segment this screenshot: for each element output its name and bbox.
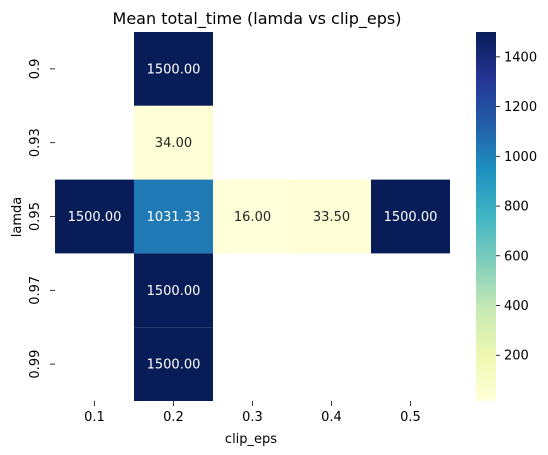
- colorbar-tick-label: 1200: [504, 100, 537, 115]
- x-tick-label: 0.2: [163, 410, 184, 425]
- heatmap-cell: [134, 32, 213, 106]
- x-tick-label: 0.5: [400, 410, 421, 425]
- colorbar-tick-label: 600: [504, 249, 529, 264]
- heatmap-cell: [371, 179, 450, 254]
- heatmap-cell: [55, 179, 134, 254]
- cell-value-label: 1500.00: [384, 210, 438, 225]
- x-axis-label: clip_eps: [225, 432, 277, 447]
- heatmap-cell: [134, 179, 213, 254]
- cell-value-label: 1031.33: [147, 210, 201, 225]
- colorbar-tick-label: 800: [504, 200, 529, 215]
- colorbar-ticks: 200 400 600 800 1000 1200 1400: [496, 50, 537, 364]
- y-tick-label: 0.99: [28, 350, 43, 379]
- colorbar-tick-label: 200: [504, 349, 529, 364]
- y-axis: 0.9 0.93 0.95 0.97 0.99: [28, 59, 55, 379]
- y-axis-label: lamda: [10, 197, 25, 237]
- x-tick-label: 0.4: [321, 410, 342, 425]
- y-tick-label: 0.97: [28, 276, 43, 305]
- cell-value-label: 34.00: [155, 136, 192, 151]
- y-tick-label: 0.9: [28, 59, 43, 80]
- cell-value-label: 16.00: [234, 210, 271, 225]
- x-tick-label: 0.1: [84, 410, 105, 425]
- cell-value-label: 1500.00: [147, 62, 201, 77]
- x-tick-label: 0.3: [242, 410, 263, 425]
- y-tick-label: 0.93: [28, 128, 43, 157]
- heatmap-cell: [213, 179, 292, 254]
- colorbar-tick-label: 1400: [504, 50, 537, 65]
- y-tick-label: 0.95: [28, 202, 43, 231]
- x-axis: 0.1 0.2 0.3 0.4 0.5: [84, 401, 421, 425]
- chart-title: Mean total_time (lamda vs clip_eps): [113, 9, 402, 29]
- cell-value-label: 33.50: [313, 210, 350, 225]
- cell-value-label: 1500.00: [147, 358, 201, 373]
- heatmap-cell: [292, 179, 371, 254]
- colorbar: [476, 32, 496, 401]
- heatmap-cell: [134, 327, 213, 401]
- heatmap-cell: [134, 253, 213, 328]
- heatmap-cell: [134, 105, 213, 180]
- cell-value-label: 1500.00: [147, 284, 201, 299]
- colorbar-tick-label: 400: [504, 299, 529, 314]
- cell-value-label: 1500.00: [68, 210, 122, 225]
- heatmap-cells: 1500.00 34.00 1500.00 1031.33 16.00 33.50 1500…: [55, 32, 450, 401]
- colorbar-tick-label: 1000: [504, 150, 537, 165]
